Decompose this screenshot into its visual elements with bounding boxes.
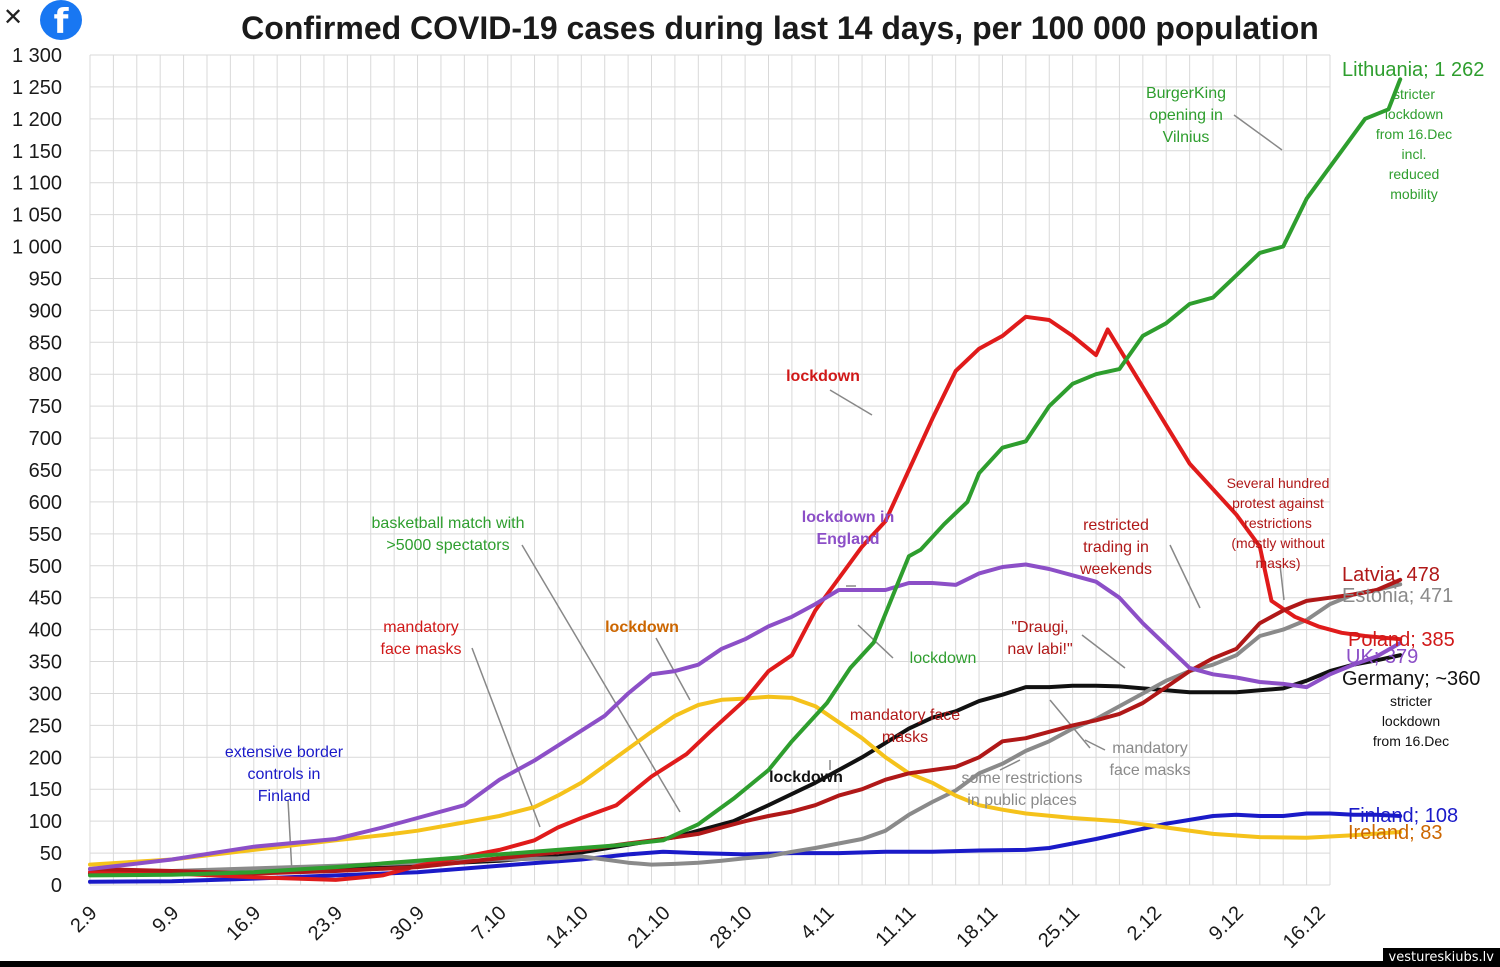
x-tick-label: 14.10	[542, 902, 593, 953]
watermark-bar	[0, 961, 1500, 967]
annotation-fi-border: extensive border controls in Finland	[225, 744, 344, 805]
annotation-leader	[1279, 564, 1285, 601]
y-tick-label: 950	[29, 268, 62, 290]
series-label: Germany; ~360	[1342, 668, 1480, 690]
series-label: Poland; 385	[1348, 629, 1455, 651]
y-tick-label: 300	[29, 683, 62, 705]
y-tick-label: 1 200	[12, 109, 62, 131]
y-tick-label: 900	[29, 300, 62, 322]
y-tick-label: 1 100	[12, 173, 62, 195]
annotation-ie-lockdown: lockdown	[605, 619, 679, 636]
annotation-leader	[287, 799, 293, 874]
y-tick-label: 1 000	[12, 237, 62, 259]
x-tick-label: 2.12	[1123, 902, 1166, 945]
y-tick-label: 400	[29, 620, 62, 642]
close-icon[interactable]: ✕	[2, 3, 24, 31]
annotation-pl-lockdown: lockdown	[786, 368, 860, 385]
y-tick-label: 650	[29, 460, 62, 482]
annotation-lv-masks: mandatory face masks	[850, 707, 960, 746]
annotation-lt-lockdown: stricter lockdown from 16.Dec incl. reduced m…	[1376, 86, 1452, 202]
x-tick-label: 16.9	[222, 902, 265, 945]
y-tick-label: 100	[29, 811, 62, 833]
x-tick-label: 2.9	[66, 902, 101, 937]
y-tick-label: 250	[29, 715, 62, 737]
series-line-8	[88, 811, 1403, 884]
series-label: UK; 379	[1346, 646, 1418, 668]
x-tick-label: 16.12	[1279, 902, 1330, 953]
annotation-lt-lockdown-mid: lockdown	[910, 650, 977, 667]
y-tick-label: 50	[40, 843, 62, 865]
x-tick-label: 25.11	[1034, 902, 1084, 952]
x-tick-label: 11.11	[872, 902, 921, 951]
x-tick-label: 18.11	[952, 902, 1002, 952]
x-tick-label: 4.11	[796, 902, 838, 944]
x-tick-label: 9.12	[1205, 902, 1248, 945]
x-tick-label: 28.10	[706, 902, 757, 953]
annotation-basketball: basketball match with >5000 spectators	[372, 515, 525, 554]
annotation-lv-trading: restricted trading in weekends	[1079, 517, 1152, 578]
x-tick-label: 23.9	[304, 902, 347, 945]
series-line-1	[88, 77, 1403, 878]
y-tick-label: 1 150	[12, 141, 62, 163]
y-tick-label: 150	[29, 779, 62, 801]
annotation-leader	[829, 389, 873, 416]
series-label: Ireland; 83	[1348, 822, 1443, 844]
series-line-4	[88, 694, 1403, 867]
y-tick-label: 200	[29, 747, 62, 769]
series-line-3	[88, 562, 1403, 871]
y-tick-label: 700	[29, 428, 62, 450]
series-line-6	[88, 582, 1403, 875]
series-label: Finland; 108	[1348, 805, 1458, 827]
chart-title: Confirmed COVID-19 cases during last 14 …	[241, 10, 1319, 46]
series-label: Lithuania; 1 262	[1342, 59, 1484, 81]
x-tick-label: 30.9	[386, 902, 429, 945]
y-tick-label: 600	[29, 492, 62, 514]
annotation-ee-restrictions: some restrictions in public places	[962, 770, 1083, 809]
x-tick-label: 21.10	[624, 902, 675, 953]
y-tick-label: 750	[29, 396, 62, 418]
annotation-burgerking: BurgerKing opening in Vilnius	[1146, 85, 1226, 146]
annotation-leader	[655, 637, 691, 701]
y-tick-label: 350	[29, 652, 62, 674]
y-tick-label: 850	[29, 332, 62, 354]
annotation-uk-lockdown: lockdown in England	[802, 509, 894, 548]
annotation-leader	[999, 759, 1021, 771]
annotation-ee-masks: mandatory face masks	[1110, 740, 1191, 779]
y-tick-label: 500	[29, 556, 62, 578]
annotation-de-stricter: stricter lockdown from 16.Dec	[1373, 693, 1449, 749]
y-tick-label: 1 300	[12, 45, 62, 67]
annotation-leader	[1081, 634, 1126, 669]
x-tick-label: 7.10	[468, 902, 511, 945]
y-tick-label: 800	[29, 364, 62, 386]
y-tick-label: 1 050	[12, 205, 62, 227]
y-tick-label: 450	[29, 588, 62, 610]
series-label: Estonia; 471	[1342, 585, 1453, 607]
series-label: Latvia; 478	[1342, 564, 1440, 586]
x-tick-label: 9.9	[148, 902, 183, 937]
annotation-pl-masks: mandatory face masks	[381, 619, 462, 658]
y-tick-label: 0	[51, 875, 62, 897]
y-tick-label: 1 250	[12, 77, 62, 99]
annotation-de-lockdown: lockdown	[769, 769, 843, 786]
annotation-protest: Several hundred protest against restrictio…	[1227, 475, 1330, 571]
annotation-leader	[1049, 699, 1091, 749]
annotation-leader	[521, 544, 681, 813]
annotation-leader	[471, 647, 541, 828]
annotation-leader	[1084, 739, 1106, 751]
watermark: vestureskiubs.lv	[1382, 948, 1500, 967]
y-tick-label: 550	[29, 524, 62, 546]
annotation-draugi: "Draugi, nav labi!"	[1007, 619, 1072, 658]
series-line-2	[88, 314, 1403, 882]
annotation-leader	[1169, 544, 1201, 609]
facebook-icon[interactable]: f	[40, 0, 82, 42]
annotation-leader	[1233, 114, 1283, 151]
